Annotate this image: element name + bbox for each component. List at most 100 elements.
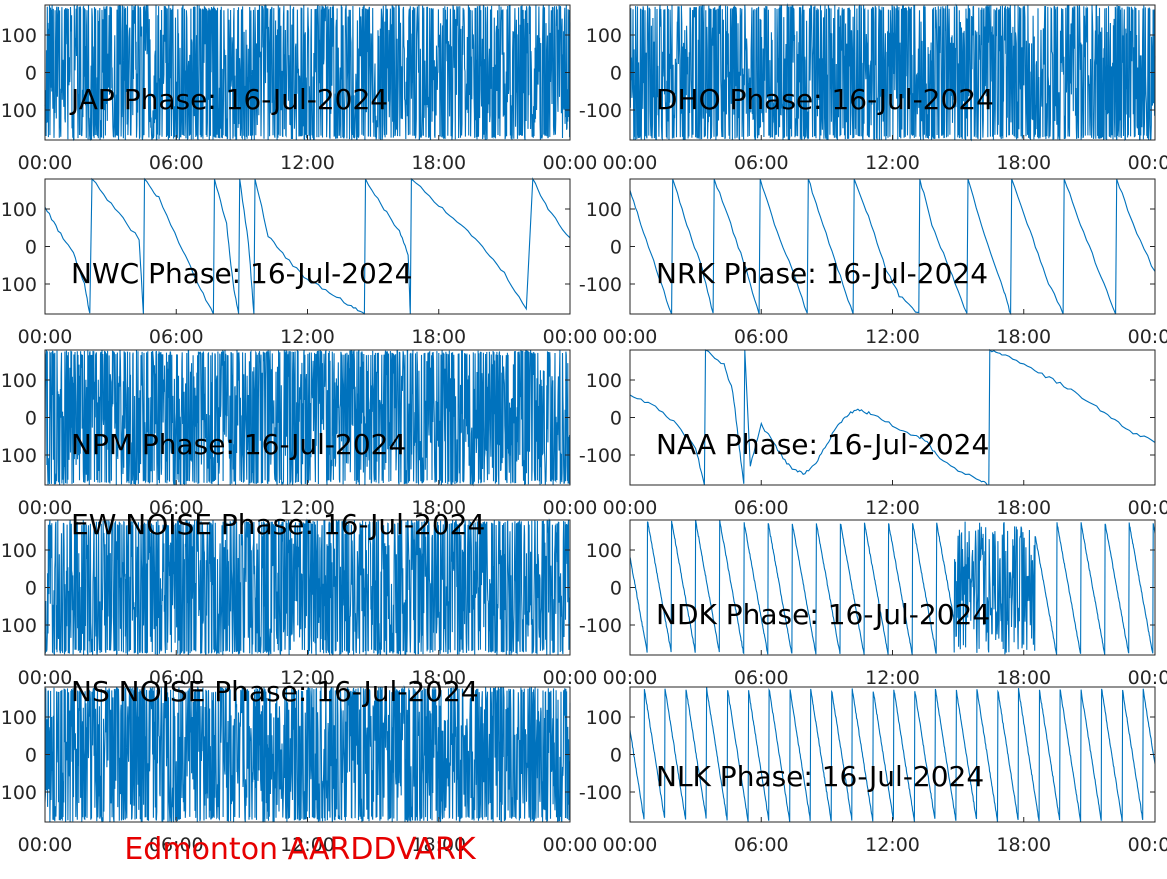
panel-title: NDK Phase: 16-Jul-2024 xyxy=(656,598,990,631)
x-tick-label: 18:00 xyxy=(411,152,466,174)
x-tick-label: 06:00 xyxy=(734,497,789,519)
y-tick-label: 100 xyxy=(586,25,622,47)
axes-box xyxy=(629,519,1156,656)
y-tick-label: 100 xyxy=(1,540,37,562)
y-tick-label: 0 xyxy=(610,745,622,767)
x-tick-label: 12:00 xyxy=(865,326,920,348)
series-line xyxy=(44,3,571,142)
series-line xyxy=(629,348,1156,486)
x-tick-label: 18:00 xyxy=(996,834,1051,856)
figure-title: Edmonton AARDDVARK xyxy=(124,832,477,867)
x-tick-label: 00:00 xyxy=(1128,152,1167,174)
x-tick-label: 18:00 xyxy=(411,497,466,519)
axes-box xyxy=(44,178,571,315)
y-tick-label: 0 xyxy=(610,63,622,85)
panel-title: NPM Phase: 16-Jul-2024 xyxy=(71,428,406,461)
axes-box xyxy=(629,349,1156,486)
series-line xyxy=(629,519,1156,655)
panel-9: 100 0 -100 00:00 06:00 12:00 18:00 00:00 NS NOIS… xyxy=(0,675,597,856)
y-tick-label: -100 xyxy=(579,100,622,122)
x-tick-label: 18:00 xyxy=(411,834,466,856)
panel-title: NWC Phase: 16-Jul-2024 xyxy=(71,257,412,290)
panel-title: NLK Phase: 16-Jul-2024 xyxy=(656,760,984,793)
x-tick-label: 18:00 xyxy=(996,497,1051,519)
y-tick-label: 100 xyxy=(1,25,37,47)
x-tick-label: 00:00 xyxy=(543,834,598,856)
x-tick-label: 00:00 xyxy=(603,497,658,519)
series-line xyxy=(629,686,1156,823)
panel-title: JAP Phase: 16-Jul-2024 xyxy=(69,83,388,116)
y-tick-label: -100 xyxy=(0,615,37,637)
series-line xyxy=(44,349,571,487)
y-tick-label: 0 xyxy=(25,63,37,85)
x-tick-label: 06:00 xyxy=(734,667,789,689)
y-tick-label: -100 xyxy=(579,445,622,467)
x-tick-label: 12:00 xyxy=(865,497,920,519)
y-tick-label: 0 xyxy=(610,578,622,600)
x-tick-label: 06:00 xyxy=(734,834,789,856)
panel-2: 100 0 -100 00:00 06:00 12:00 18:00 00:00 DHO Pha… xyxy=(579,3,1167,174)
y-tick-label: -100 xyxy=(579,782,622,804)
series-line xyxy=(44,177,571,315)
y-tick-label: 0 xyxy=(610,408,622,430)
x-tick-label: 18:00 xyxy=(996,667,1051,689)
panel-8: 100 0 -100 00:00 06:00 12:00 18:00 00:00 NDK Pha… xyxy=(579,519,1167,689)
series-line xyxy=(629,3,1156,142)
x-tick-label: 00:00 xyxy=(603,326,658,348)
x-tick-label: 00:00 xyxy=(1128,667,1167,689)
y-tick-label: 100 xyxy=(586,707,622,729)
y-tick-label: -100 xyxy=(0,782,37,804)
x-tick-label: 12:00 xyxy=(865,834,920,856)
x-tick-label: 00:00 xyxy=(603,834,658,856)
x-tick-label: 12:00 xyxy=(280,497,335,519)
y-tick-label: 0 xyxy=(25,237,37,259)
x-tick-label: 12:00 xyxy=(865,667,920,689)
x-tick-label: 06:00 xyxy=(149,497,204,519)
y-tick-label: -100 xyxy=(0,445,37,467)
x-tick-label: 12:00 xyxy=(280,326,335,348)
x-tick-label: 00:00 xyxy=(18,326,73,348)
x-tick-label: 00:00 xyxy=(1128,326,1167,348)
panel-6: 100 0 -100 00:00 06:00 12:00 18:00 00:00 NAA Pha… xyxy=(579,348,1167,519)
y-tick-label: 100 xyxy=(586,199,622,221)
x-tick-label: 00:00 xyxy=(18,152,73,174)
panel-3: 100 0 -100 00:00 06:00 12:00 18:00 00:00 NWC Pha… xyxy=(0,177,598,348)
y-tick-label: 100 xyxy=(1,707,37,729)
x-tick-label: 00:00 xyxy=(18,667,73,689)
x-tick-label: 00:00 xyxy=(1128,834,1167,856)
x-tick-label: 12:00 xyxy=(865,152,920,174)
y-tick-label: -100 xyxy=(0,100,37,122)
panel-title: NS NOISE Phase: 16-Jul-2024 xyxy=(71,675,479,708)
x-tick-label: 12:00 xyxy=(280,667,335,689)
panel-10: 100 0 -100 00:00 06:00 12:00 18:00 00:00 NLK Pha… xyxy=(579,686,1167,856)
x-tick-label: 18:00 xyxy=(411,326,466,348)
panel-7: 100 0 -100 00:00 06:00 12:00 18:00 00:00 EW NOIS… xyxy=(0,508,597,689)
x-tick-label: 00:00 xyxy=(603,152,658,174)
y-tick-label: 0 xyxy=(610,237,622,259)
x-tick-label: 06:00 xyxy=(149,326,204,348)
x-tick-label: 00:00 xyxy=(543,326,598,348)
x-tick-label: 18:00 xyxy=(411,667,466,689)
axes-box xyxy=(629,686,1156,823)
x-tick-label: 12:00 xyxy=(280,152,335,174)
y-tick-label: -100 xyxy=(0,274,37,296)
series-line xyxy=(44,685,571,823)
x-tick-label: 00:00 xyxy=(543,497,598,519)
x-tick-label: 00:00 xyxy=(603,667,658,689)
y-tick-label: 0 xyxy=(25,578,37,600)
y-tick-label: 100 xyxy=(586,370,622,392)
y-tick-label: 0 xyxy=(25,745,37,767)
y-tick-label: 0 xyxy=(25,408,37,430)
y-tick-label: 100 xyxy=(1,199,37,221)
series-line xyxy=(629,178,1156,316)
y-tick-label: 100 xyxy=(586,540,622,562)
x-tick-label: 06:00 xyxy=(734,326,789,348)
x-tick-label: 00:00 xyxy=(1128,497,1167,519)
x-tick-label: 00:00 xyxy=(543,667,598,689)
series-line xyxy=(44,518,571,657)
x-tick-label: 06:00 xyxy=(149,834,204,856)
x-tick-label: 06:00 xyxy=(734,152,789,174)
panel-title: NRK Phase: 16-Jul-2024 xyxy=(656,257,988,290)
